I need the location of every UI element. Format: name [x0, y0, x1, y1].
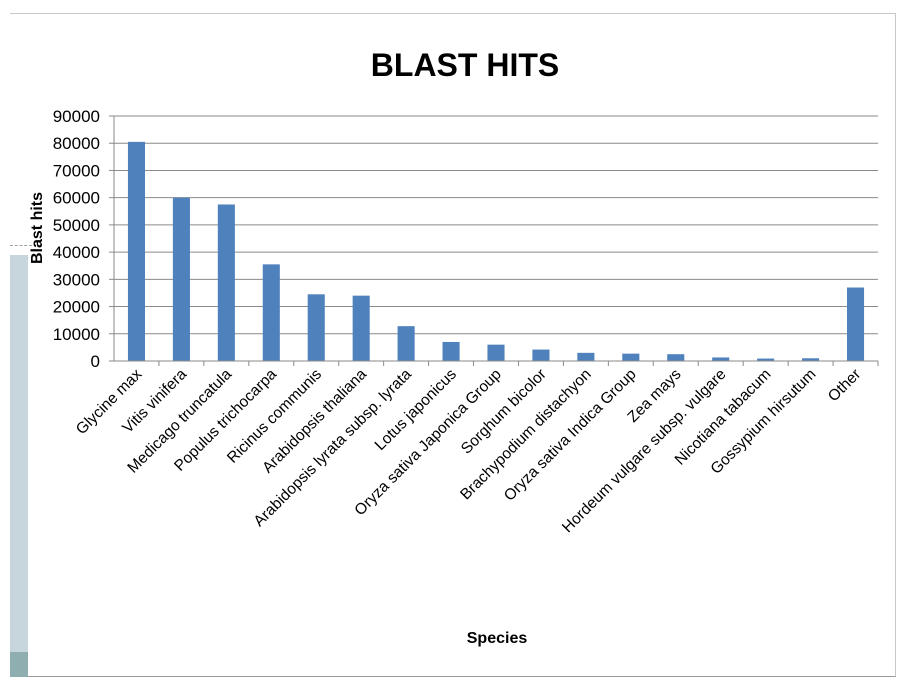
slide-left-band [10, 255, 28, 677]
y-tick-label: 30000 [53, 270, 100, 289]
y-tick-label: 0 [91, 352, 100, 371]
y-tick-label: 20000 [53, 298, 100, 317]
bar [172, 197, 190, 361]
y-tick-label: 50000 [53, 216, 100, 235]
bar [307, 294, 325, 361]
x-category-label: Other [825, 366, 864, 405]
y-axis-ticks: 0 10000 20000 30000 40000 50000 60000 70000 8000… [53, 107, 114, 371]
chart-title: BLAST HITS [371, 47, 559, 83]
y-tick-label: 80000 [53, 134, 100, 153]
bars [127, 141, 865, 361]
bar [217, 204, 235, 361]
slide-divider-line [10, 245, 32, 246]
y-tick-label: 60000 [53, 189, 100, 208]
bar [802, 358, 820, 361]
slide-left-band-accent [10, 652, 28, 677]
bar [262, 264, 280, 361]
y-axis-title: Blast hits [29, 192, 46, 264]
bar [442, 341, 460, 361]
y-tick-label: 90000 [53, 107, 100, 126]
gridlines [114, 115, 878, 335]
bar [846, 287, 865, 361]
x-category-label: Lotus japonicus [372, 366, 460, 454]
bar [577, 352, 595, 361]
bar [487, 344, 505, 361]
y-tick-label: 10000 [53, 325, 100, 344]
y-tick-label: 40000 [53, 243, 100, 262]
bar [127, 141, 146, 361]
bar [757, 358, 775, 361]
x-category-label: Hordeum vulgare subsp. vulgare [559, 366, 729, 536]
slide-border [10, 13, 896, 677]
x-axis-title: Species [467, 630, 528, 647]
bar [352, 295, 370, 361]
bar [397, 326, 415, 361]
bar [712, 357, 730, 361]
bar [667, 354, 685, 361]
bar [532, 349, 550, 361]
bar [622, 353, 640, 361]
y-tick-label: 70000 [53, 161, 100, 180]
